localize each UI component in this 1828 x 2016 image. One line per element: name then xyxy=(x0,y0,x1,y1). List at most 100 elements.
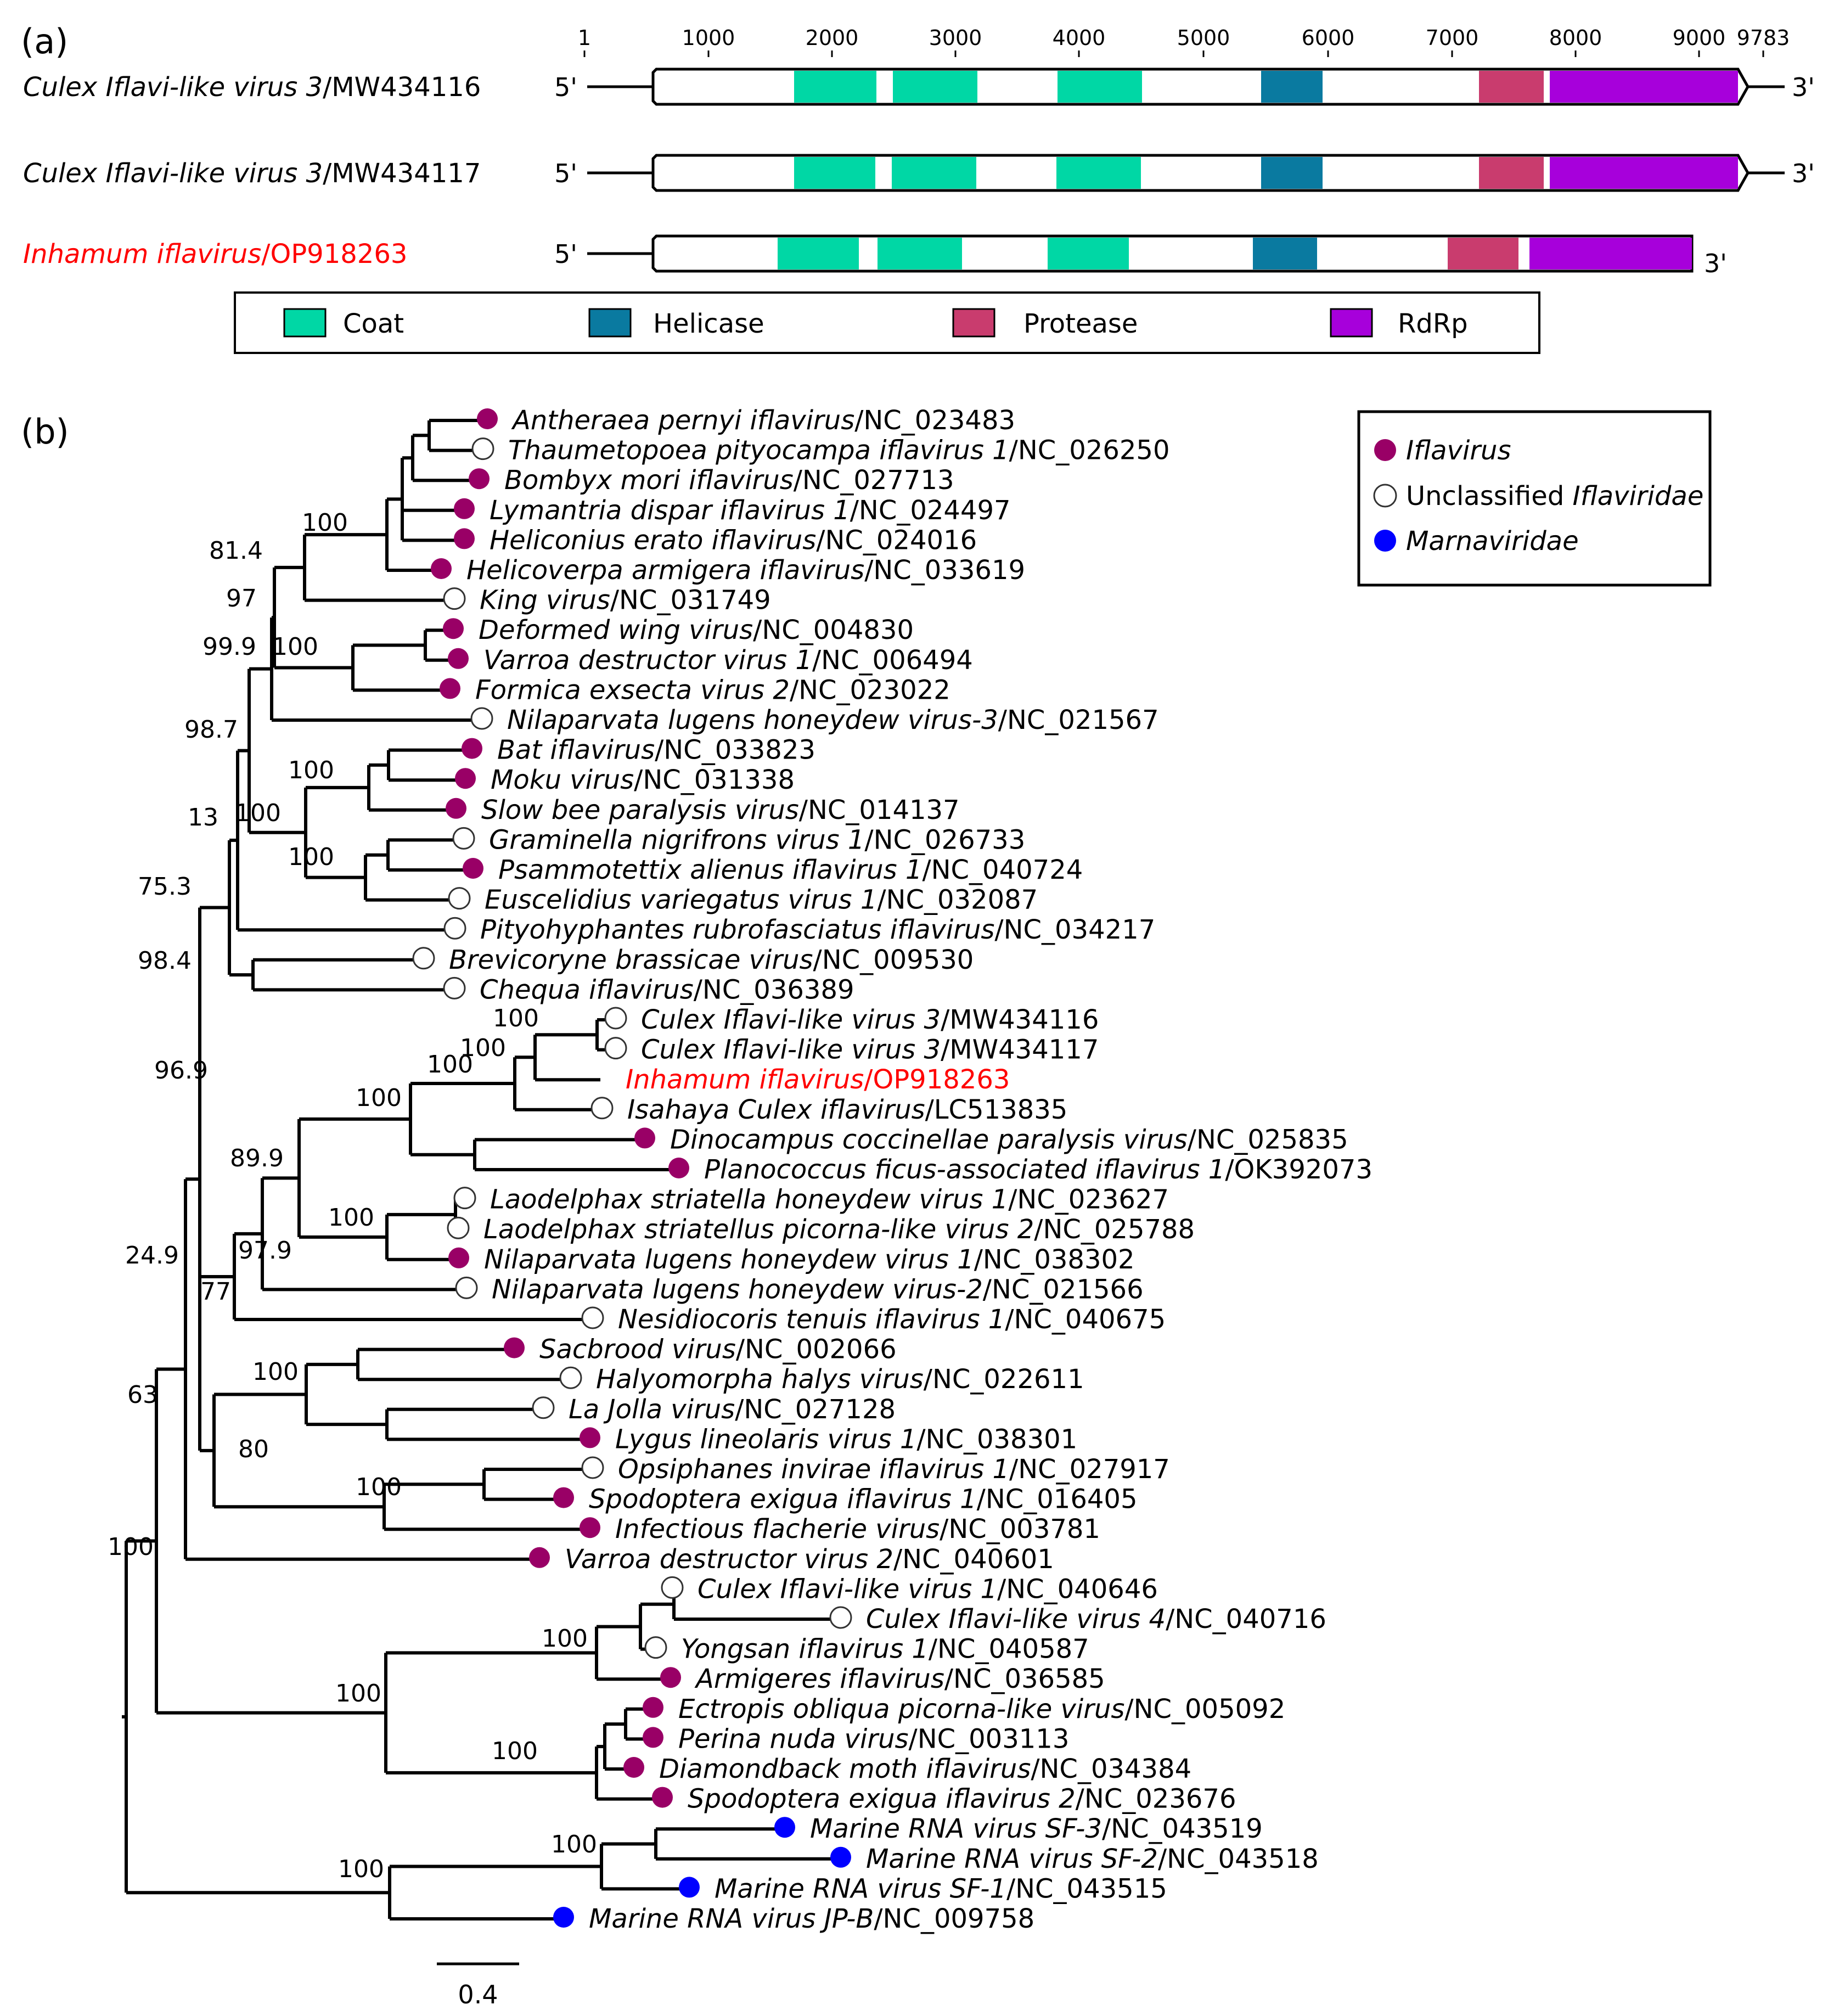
taxon-tip: Culex Iflavi-like virus 3/MW434116 xyxy=(604,1004,1099,1035)
bootstrap-value: 100 xyxy=(288,756,334,784)
tip-marker-unclassified xyxy=(581,1306,604,1329)
taxon-accession: /NC_021566 xyxy=(983,1274,1144,1305)
taxon-accession: /NC_043518 xyxy=(1158,1844,1319,1874)
taxon-accession: /NC_036585 xyxy=(944,1664,1105,1694)
five-prime-label: 5' xyxy=(554,239,577,269)
tip-marker-unclassified xyxy=(604,1037,627,1060)
taxon-tip: Varroa destructor virus 2/NC_040601 xyxy=(529,1544,1054,1575)
taxon-label: Culex Iflavi-like virus 3/MW434117 xyxy=(641,1035,1099,1065)
taxon-tip: Antheraea pernyi iflavirus/NC_023483 xyxy=(477,405,1015,436)
taxon-label: Nilaparvata lugens honeydew virus 1/NC_0… xyxy=(484,1244,1135,1275)
taxon-accession: /NC_033823 xyxy=(655,735,815,766)
tip-marker-iflavirus xyxy=(469,468,490,490)
domain-protease xyxy=(1448,238,1518,269)
taxon-accession: /NC_022611 xyxy=(924,1364,1084,1395)
taxon-name: Lymantria dispar iflavirus 1 xyxy=(490,495,850,526)
bootstrap-value: 100 xyxy=(356,1084,402,1112)
taxon-name: Dinocampus coccinellae paralysis virus xyxy=(670,1124,1188,1155)
bootstrap-value: 100 xyxy=(288,843,334,871)
taxon-accession: /NC_043515 xyxy=(1006,1873,1167,1904)
taxon-accession: /NC_032087 xyxy=(877,885,1038,916)
bootstrap-value: 75.3 xyxy=(138,873,192,901)
bootstrap-value: 97 xyxy=(226,585,257,613)
taxon-label: Heliconius erato iflavirus/NC_024016 xyxy=(490,525,977,555)
taxon-name: Ectropis obliqua picorna-like virus xyxy=(678,1694,1124,1725)
taxon-name: Culex Iflavi-like virus 4 xyxy=(866,1604,1166,1635)
taxon-accession: /NC_024016 xyxy=(816,525,977,555)
tip-marker-unclassified xyxy=(452,827,475,850)
tip-marker-unclassified xyxy=(559,1366,582,1389)
genome-species: Inhamum iflavirus xyxy=(23,239,261,269)
tip-marker-iflavirus xyxy=(668,1158,689,1178)
taxon-label: Infectious flacherie virus/NC_003781 xyxy=(615,1514,1100,1545)
taxon-label: Lygus lineolaris virus 1/NC_038301 xyxy=(615,1424,1077,1455)
taxon-tip: Moku virus/NC_031338 xyxy=(455,765,795,795)
taxon-tip: Spodoptera exigua iflavirus 1/NC_016405 xyxy=(553,1484,1138,1515)
bootstrap-value: 98.7 xyxy=(184,716,238,744)
tip-marker-unclassified xyxy=(581,1456,604,1479)
taxon-tip: Perina nuda virus/NC_003113 xyxy=(643,1723,1069,1754)
taxon-tip: Planococcus ficus-associated iflavirus 1… xyxy=(668,1154,1373,1185)
taxon-label: Chequa iflavirus/NC_036389 xyxy=(480,974,854,1005)
genome-name: Culex Iflavi-like virus 3/MW434116 xyxy=(23,72,481,103)
domain-coat xyxy=(1058,71,1142,103)
tip-marker-unclassified xyxy=(471,437,494,461)
taxon-name: Thaumetopoea pityocampa iflavirus 1 xyxy=(508,435,1009,466)
taxon-label: Marine RNA virus JP-B/NC_009758 xyxy=(589,1903,1034,1934)
bootstrap-value: 89.9 xyxy=(230,1144,284,1172)
taxon-tip: Culex Iflavi-like virus 3/MW434117 xyxy=(604,1035,1099,1065)
taxon-name: Marine RNA virus SF-1 xyxy=(715,1873,1006,1904)
taxon-label: Marine RNA virus SF-3/NC_043519 xyxy=(810,1813,1263,1844)
taxon-accession: /NC_026733 xyxy=(864,824,1025,855)
tip-marker-iflavirus xyxy=(454,528,475,549)
taxon-name: Sacbrood virus xyxy=(539,1334,736,1365)
taxon-name: Culex Iflavi-like virus 3 xyxy=(641,1035,941,1065)
domain-coat xyxy=(893,71,977,103)
taxon-tip: Chequa iflavirus/NC_036389 xyxy=(443,974,854,1005)
taxon-label: Planococcus ficus-associated iflavirus 1… xyxy=(704,1154,1373,1185)
taxon-accession: /MW434117 xyxy=(941,1035,1099,1065)
domain-rdrp xyxy=(1550,157,1738,189)
taxon-name: Nilaparvata lugens honeydew virus 1 xyxy=(484,1244,974,1275)
scale-tick-label: 5000 xyxy=(1177,26,1230,50)
taxon-tip: Inhamum iflavirus/OP918263 xyxy=(626,1064,1010,1095)
bootstrap-value: 98.4 xyxy=(138,947,192,975)
taxon-name: Heliconius erato iflavirus xyxy=(490,525,816,555)
legend-swatch-coat xyxy=(283,308,327,338)
taxon-label: Helicoverpa armigera iflavirus/NC_033619 xyxy=(466,555,1025,586)
taxon-tip: Bombyx mori iflavirus/NC_027713 xyxy=(469,465,954,496)
genome-row: Culex Iflavi-like virus 3/MW434116 5' 3' xyxy=(23,68,1815,106)
legend-label-rdrp: RdRp xyxy=(1398,308,1468,339)
bootstrap-value: 99.9 xyxy=(203,633,256,661)
bootstrap-value: 100 xyxy=(252,1358,299,1386)
scale-tick-label: 2000 xyxy=(806,26,859,50)
taxon-accession: /NC_025835 xyxy=(1188,1124,1348,1155)
legend-marker-unclassified xyxy=(1373,484,1397,508)
tip-marker-iflavirus xyxy=(440,678,460,699)
taxon-tip: Euscelidius variegatus virus 1/NC_032087 xyxy=(448,885,1038,916)
tip-marker-unclassified xyxy=(443,917,466,940)
taxon-tip: La Jolla virus/NC_027128 xyxy=(532,1394,896,1425)
taxon-label: Diamondback moth iflavirus/NC_034384 xyxy=(659,1754,1191,1784)
taxon-label: Laodelphax striatellus picorna-like viru… xyxy=(483,1214,1195,1245)
genome-row: Inhamum iflavirus/OP918263 5' 3' xyxy=(23,234,1727,278)
genome-row: Culex Iflavi-like virus 3/MW434117 5' 3' xyxy=(23,154,1815,192)
tip-marker-marnaviridae xyxy=(830,1846,851,1868)
tip-marker-unclassified xyxy=(453,1187,476,1210)
domain-rdrp xyxy=(1550,71,1738,103)
taxon-label: Slow bee paralysis virus/NC_014137 xyxy=(481,795,960,826)
taxon-accession: /NC_025788 xyxy=(1034,1214,1195,1245)
taxon-label: Deformed wing virus/NC_004830 xyxy=(479,615,914,645)
taxon-name: Graminella nigrifrons virus 1 xyxy=(489,824,864,855)
taxon-name: Culex Iflavi-like virus 3 xyxy=(641,1004,941,1035)
bootstrap-value: 100 xyxy=(427,1051,473,1079)
bootstrap-value: 100 xyxy=(542,1625,588,1653)
panel-a-label: (a) xyxy=(21,21,68,61)
genome-name: Inhamum iflavirus/OP918263 xyxy=(23,239,407,269)
scale-tick-label: 3000 xyxy=(929,26,982,50)
taxon-tip: Thaumetopoea pityocampa iflavirus 1/NC_0… xyxy=(471,435,1169,466)
bootstrap-value: 100 xyxy=(493,1004,539,1032)
taxon-tip: Dinocampus coccinellae paralysis virus/N… xyxy=(634,1124,1348,1155)
taxon-label: Pityohyphantes rubrofasciatus iflavirus/… xyxy=(480,914,1155,945)
tip-marker-iflavirus xyxy=(448,1247,469,1268)
